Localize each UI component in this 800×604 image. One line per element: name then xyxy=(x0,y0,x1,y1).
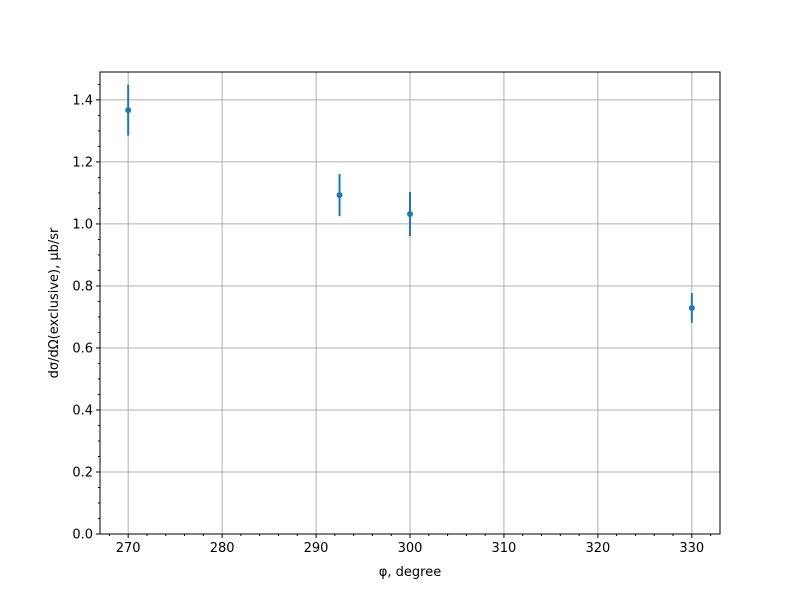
y-tick-label: 0.8 xyxy=(72,279,93,294)
x-tick-label: 280 xyxy=(210,541,235,556)
y-tick-label: 0.0 xyxy=(72,528,93,543)
x-tick-label: 310 xyxy=(492,541,517,556)
x-tick-label: 270 xyxy=(116,541,141,556)
x-tick-label: 330 xyxy=(679,541,704,556)
data-point xyxy=(336,192,343,199)
data-marks xyxy=(125,84,695,323)
y-tick-label: 1.0 xyxy=(72,217,93,232)
y-tick-label: 0.2 xyxy=(72,465,93,480)
y-tick-label: 1.4 xyxy=(72,93,93,108)
x-tick-label: 290 xyxy=(304,541,329,556)
data-point xyxy=(688,304,695,311)
data-point xyxy=(407,211,413,218)
ticks: 270 280 290 300 310 320 330 0.0 0.2 0.4 0.6 0.8 1.0 1… xyxy=(72,83,712,556)
x-tick-label: 320 xyxy=(585,541,610,556)
grid xyxy=(100,72,720,535)
y-axis-label: dσ/dΩ(exclusive), μb/sr xyxy=(47,227,62,378)
y-tick-label: 1.2 xyxy=(72,155,93,170)
data-point xyxy=(125,107,132,114)
x-axis-label: φ, degree xyxy=(379,565,441,580)
y-tick-label: 0.4 xyxy=(72,403,93,418)
y-tick-label: 0.6 xyxy=(72,341,93,356)
x-tick-label: 300 xyxy=(398,541,423,556)
